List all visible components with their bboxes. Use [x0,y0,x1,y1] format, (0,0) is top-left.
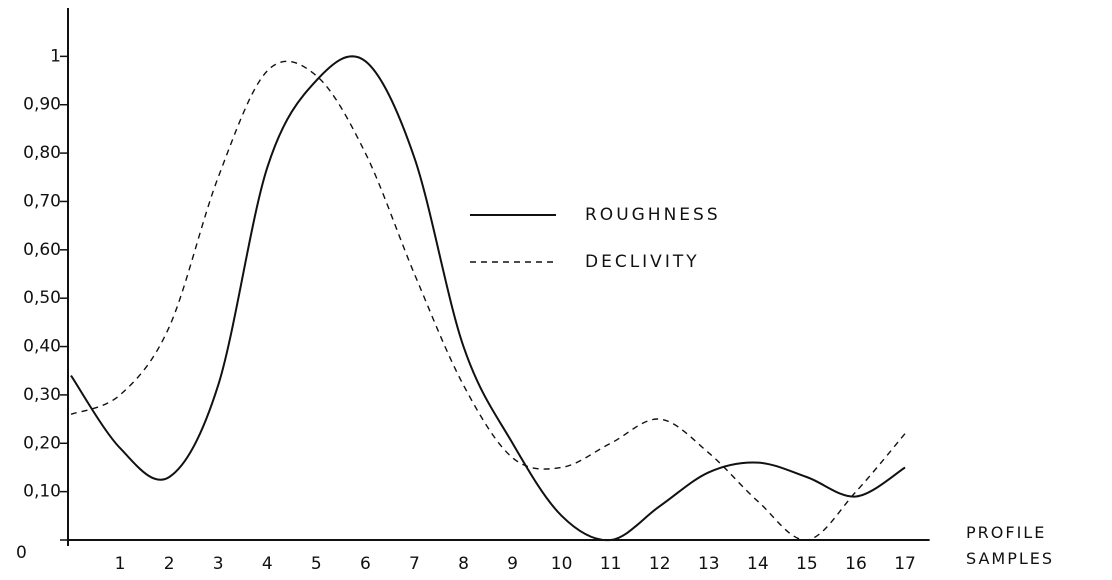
y-tick-label: 0,60 [23,240,61,260]
series-line [70,55,906,542]
x-tick-label: 9 [507,554,518,574]
x-tick-label: 11 [600,554,622,574]
legend-label: DECLIVITY [585,252,700,272]
x-tick-label: 12 [649,554,671,574]
y-tick-label: 0 [16,543,27,563]
y-tick-label: 0,10 [23,482,61,502]
x-tick-label: 14 [747,554,769,574]
y-tick-label: 0,50 [23,288,61,308]
x-tick-label: 8 [458,554,469,574]
x-tick-label: 4 [262,554,273,574]
x-tick-label: 15 [796,554,818,574]
x-tick-label: 6 [360,554,371,574]
x-tick-label: 7 [409,554,420,574]
series-line [70,60,906,541]
legend-label: ROUGHNESS [585,205,721,225]
x-axis-label: PROFILE SAMPLES [966,523,1055,568]
y-tick-label: 0,20 [23,433,61,453]
x-tick-label: 1 [115,554,126,574]
y-tick-label: 0,90 [23,95,61,115]
y-tick-label: 1 [50,46,61,66]
y-tick-label: 0,30 [23,385,61,405]
x-tick-label: 10 [551,554,573,574]
x-tick-label: 3 [213,554,224,574]
x-tick-label: 2 [164,554,175,574]
x-tick-label: 13 [698,554,720,574]
y-tick-label: 0,80 [23,143,61,163]
x-tick-label: 17 [894,554,916,574]
x-tick-label: 5 [311,554,322,574]
y-tick-label: 0,70 [23,191,61,211]
x-tick-label: 16 [845,554,867,574]
y-tick-label: 0,40 [23,337,61,357]
